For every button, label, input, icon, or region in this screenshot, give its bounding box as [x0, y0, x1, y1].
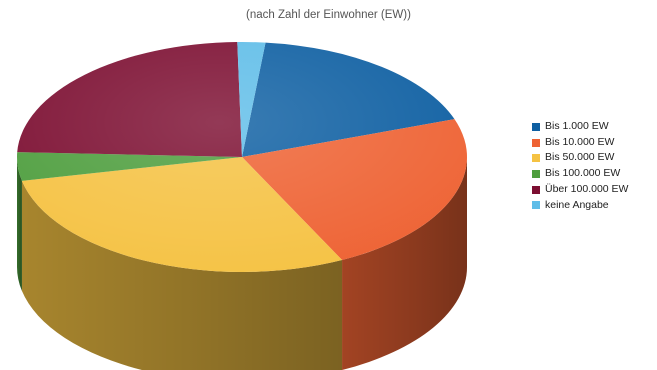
legend-swatch	[532, 154, 540, 163]
chart-title: (nach Zahl der Einwohner (EW))	[246, 9, 411, 21]
legend: Bis 1.000 EW Bis 10.000 EW Bis 50.000 EW Bi…	[532, 119, 628, 213]
legend-label: Bis 1.000 EW	[545, 120, 609, 132]
pie-side-bis-50-000-ew	[21, 180, 343, 370]
legend-item-bis-100-000-ew: Bis 100.000 EW	[532, 166, 628, 182]
legend-label: Bis 100.000 EW	[545, 167, 621, 180]
legend-item-bis-1-000-ew: Bis 1.000 EW	[532, 119, 628, 135]
legend-item-keine-angabe: keine Angabe	[532, 198, 628, 214]
legend-swatch	[532, 169, 540, 178]
pie-slice-ueber-100-000-ew	[17, 42, 243, 157]
legend-swatch	[532, 201, 540, 210]
legend-swatch	[532, 122, 540, 131]
legend-item-bis-10-000-ew: Bis 10.000 EW	[532, 135, 628, 151]
legend-label: Bis 50.000 EW	[545, 151, 615, 164]
legend-label: keine Angabe	[545, 198, 609, 211]
legend-swatch	[532, 138, 540, 147]
legend-label: Über 100.000 EW	[545, 182, 629, 195]
legend-label: Bis 10.000 EW	[545, 135, 615, 148]
legend-swatch	[532, 185, 540, 194]
legend-item-ueber-100-000-ew: Über 100.000 EW	[532, 182, 628, 198]
legend-item-bis-50-000-ew: Bis 50.000 EW	[532, 150, 628, 166]
